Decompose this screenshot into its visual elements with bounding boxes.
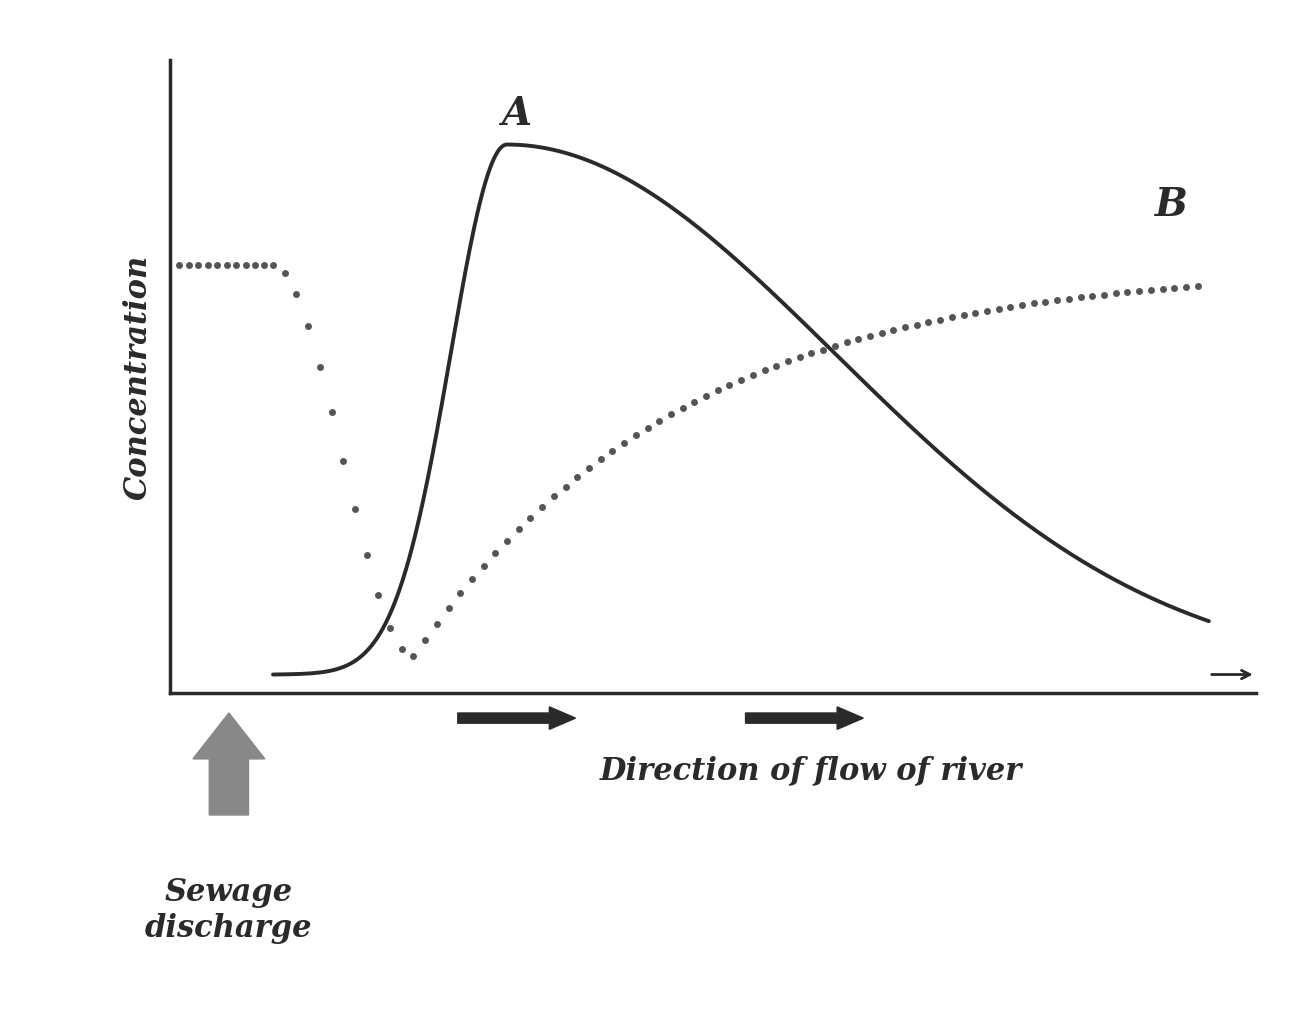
Text: Direction of flow of river: Direction of flow of river: [600, 754, 1022, 785]
Text: A: A: [501, 96, 531, 133]
Text: Sewage
discharge: Sewage discharge: [145, 876, 313, 943]
Y-axis label: Concentration: Concentration: [123, 255, 153, 499]
Text: B: B: [1155, 185, 1188, 223]
